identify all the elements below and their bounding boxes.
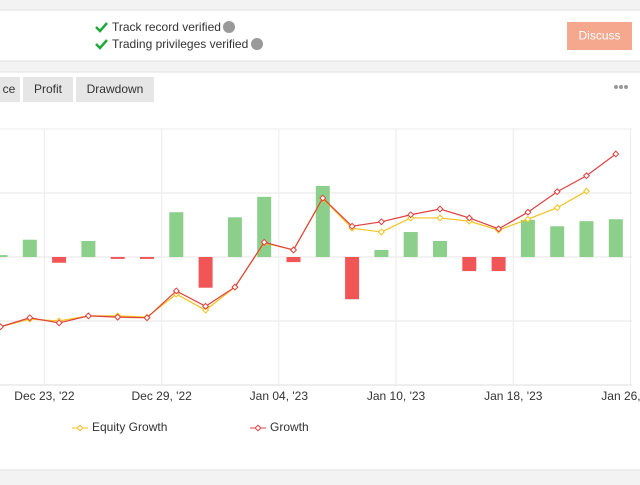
tab-label[interactable]: Drawdown [87, 82, 144, 96]
check-icon [95, 22, 108, 33]
line-point [319, 194, 327, 202]
line-point [582, 172, 591, 180]
bar [462, 257, 477, 272]
bar [286, 257, 301, 263]
menu-dots[interactable] [614, 85, 628, 89]
bar [257, 196, 272, 257]
bar [345, 257, 360, 300]
line-point [114, 313, 122, 321]
check-text: Trading privileges verified [112, 37, 248, 51]
line-point [377, 228, 385, 236]
bar [403, 232, 418, 257]
bar [608, 219, 623, 257]
tab[interactable] [0, 77, 20, 102]
line-point [553, 188, 561, 196]
bar [579, 221, 594, 257]
bar [52, 257, 67, 263]
line-point [436, 205, 444, 213]
bar [198, 257, 213, 288]
line-point [289, 246, 298, 254]
bar [227, 217, 242, 257]
line-series [0, 153, 617, 328]
bar [140, 257, 154, 259]
line-point [407, 211, 415, 219]
check-icon [95, 39, 108, 50]
verify-panel [0, 9, 640, 62]
line-point [553, 204, 561, 212]
line-point [495, 225, 503, 233]
bar [81, 241, 96, 257]
tab[interactable] [76, 77, 154, 102]
line-point [524, 208, 532, 216]
line-point [0, 323, 5, 331]
bar [491, 257, 506, 272]
x-tick-label: Jan 04, '23 [250, 389, 309, 403]
x-tick-label: Dec 29, '22 [131, 389, 192, 403]
bar [22, 239, 37, 257]
chart-panel [0, 71, 640, 471]
line-point [55, 319, 63, 327]
legend-label: Equity Growth [92, 420, 167, 434]
line-point [582, 187, 591, 195]
info-icon[interactable] [251, 38, 263, 50]
line-point [84, 312, 92, 320]
bar [520, 219, 535, 257]
discuss-button[interactable] [567, 22, 632, 50]
tab-label[interactable]: Profit [34, 82, 63, 96]
line-point [143, 314, 151, 322]
bar [374, 249, 389, 257]
line-point [377, 218, 385, 226]
discuss-label[interactable]: Discuss [578, 29, 620, 43]
line-point [348, 222, 356, 230]
line-point [465, 214, 473, 222]
tab[interactable] [23, 77, 73, 102]
line-point [524, 215, 532, 223]
x-tick-label: Jan 18, '23 [484, 389, 543, 403]
line-point [436, 214, 444, 222]
line-point [612, 150, 620, 158]
bar [0, 255, 8, 257]
line-point [202, 302, 210, 310]
line-point [172, 287, 180, 295]
x-tick-label: Dec 23, '22 [14, 389, 75, 403]
check-text: Track record verified [112, 20, 221, 34]
bar [169, 212, 184, 257]
bar [110, 257, 125, 259]
x-tick-label: Jan 26, '23 [601, 389, 640, 403]
legend-label: Growth [270, 420, 309, 434]
line-point [202, 306, 210, 314]
bar [433, 241, 447, 257]
tab-label[interactable]: ce [3, 82, 16, 96]
bar [550, 226, 565, 257]
legend-marker [76, 424, 84, 432]
line-point [231, 283, 239, 291]
info-icon[interactable] [223, 21, 235, 33]
x-tick-label: Jan 10, '23 [367, 389, 426, 403]
line-point [260, 238, 268, 246]
legend-marker [254, 424, 262, 432]
line-point [26, 314, 34, 322]
